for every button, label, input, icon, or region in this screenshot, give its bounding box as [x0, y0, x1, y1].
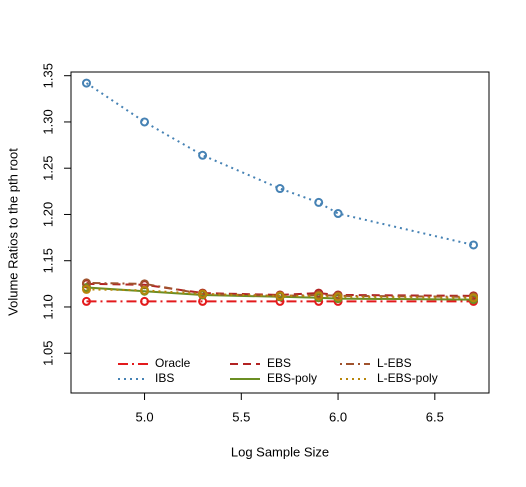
data-point — [469, 293, 479, 303]
y-tick-label: 1.20 — [40, 202, 55, 227]
data-point — [314, 197, 324, 207]
y-tick-label: 1.05 — [40, 341, 55, 366]
x-tick-label: 5.5 — [232, 409, 250, 424]
legend-label: IBS — [155, 371, 174, 385]
legend-label: Oracle — [155, 356, 191, 370]
series-line — [85, 82, 474, 246]
data-point — [275, 291, 285, 301]
y-tick-label: 1.30 — [40, 109, 55, 134]
x-tick-label: 6.0 — [329, 409, 347, 424]
data-point — [469, 240, 479, 250]
legend-label: EBS — [267, 356, 291, 370]
data-point — [140, 285, 150, 295]
legend-label: EBS-poly — [267, 371, 317, 385]
y-tick-label: 1.25 — [40, 156, 55, 181]
data-point — [198, 150, 208, 160]
data-point — [140, 117, 150, 127]
series-line — [86, 281, 474, 298]
x-tick-label: 6.5 — [426, 409, 444, 424]
data-point — [198, 289, 208, 299]
x-axis-label: Log Sample Size — [231, 444, 329, 459]
data-point — [81, 296, 91, 306]
data-point — [333, 209, 343, 219]
data-point — [333, 292, 343, 302]
data-point — [314, 291, 324, 301]
data-point — [81, 78, 91, 88]
y-axis-label: Volume Ratios to the pth root — [5, 148, 20, 316]
data-point — [81, 284, 91, 294]
y-tick-label: 1.35 — [40, 63, 55, 88]
legend-label: L-EBS — [377, 356, 412, 370]
data-point — [275, 184, 285, 194]
series-line — [86, 288, 474, 299]
plot-frame — [70, 71, 490, 394]
y-tick-label: 1.10 — [40, 294, 55, 319]
legend-label: L-EBS-poly — [377, 371, 438, 385]
data-point — [140, 296, 150, 306]
y-tick-label: 1.15 — [40, 248, 55, 273]
x-tick-label: 5.0 — [135, 409, 153, 424]
